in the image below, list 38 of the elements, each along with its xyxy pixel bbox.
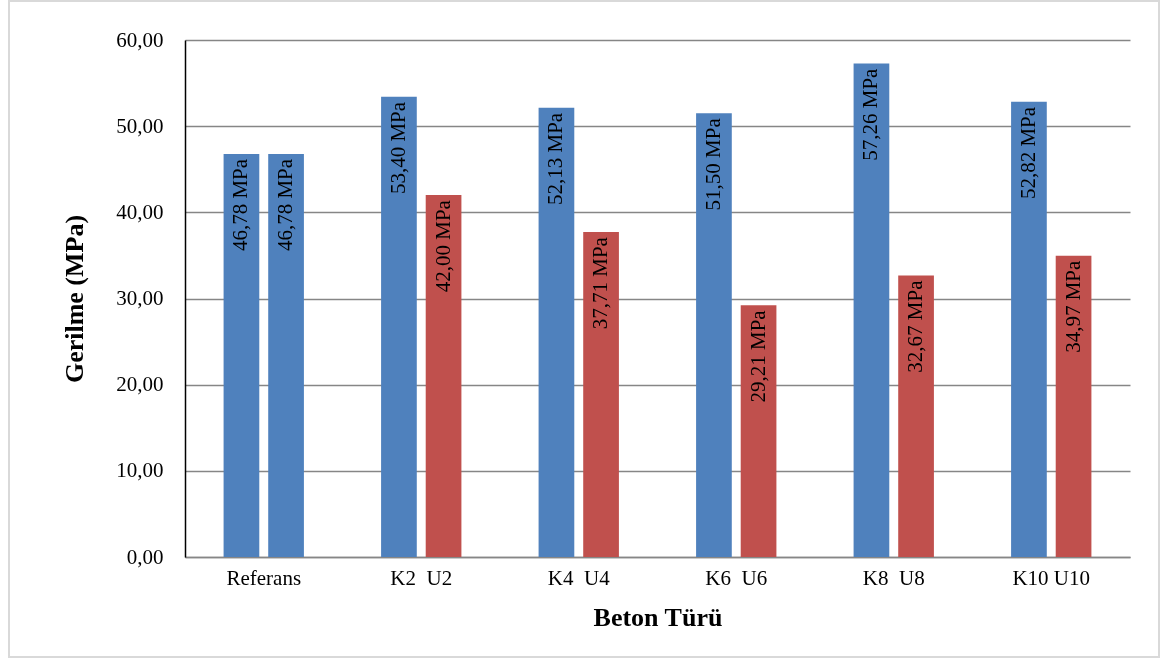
bar [538, 107, 575, 557]
y-tick-label: 0,00 [126, 544, 164, 569]
bar [425, 195, 462, 557]
x-tick-label: K2 U2 [390, 565, 453, 590]
data-label: 53,40 MPa [385, 101, 410, 195]
x-tick-label: K6 U6 [705, 565, 768, 590]
x-tick-label: Referans [226, 565, 302, 590]
bar [1055, 255, 1092, 557]
data-label: 29,21 MPa [745, 309, 770, 403]
y-tick-label: 50,00 [116, 113, 164, 138]
data-label: 52,82 MPa [1015, 106, 1040, 200]
data-label: 46,78 MPa [273, 158, 298, 252]
bar [898, 275, 934, 557]
bar [740, 305, 777, 557]
data-label: 46,78 MPa [228, 158, 253, 252]
bar [1011, 101, 1047, 557]
data-label: 34,97 MPa [1060, 260, 1085, 353]
data-label: 42,00 MPa [430, 199, 455, 293]
data-label: 32,67 MPa [903, 279, 928, 373]
bar [381, 96, 417, 557]
data-label: 57,26 MPa [858, 67, 883, 161]
bar [853, 63, 890, 557]
data-label: 52,13 MPa [543, 112, 568, 205]
x-tick-label: K4 U4 [547, 565, 611, 590]
y-tick-label: 20,00 [116, 372, 164, 397]
data-label: 37,71 MPa [588, 236, 613, 330]
x-tick-label: K8 U8 [862, 565, 925, 590]
y-tick-label: 60,00 [116, 27, 164, 52]
bar [696, 113, 732, 557]
y-tick-label: 30,00 [116, 286, 164, 310]
data-label: 51,50 MPa [700, 117, 725, 211]
x-tick-label: K10 U10 [1012, 565, 1091, 590]
bar [223, 153, 260, 557]
y-tick-label: 10,00 [116, 458, 164, 483]
y-tick-label: 40,00 [116, 199, 164, 224]
x-axis-title: Beton Türü [593, 602, 723, 632]
bar [583, 232, 619, 557]
y-axis-title: Gerilme (MPa) [60, 214, 90, 384]
